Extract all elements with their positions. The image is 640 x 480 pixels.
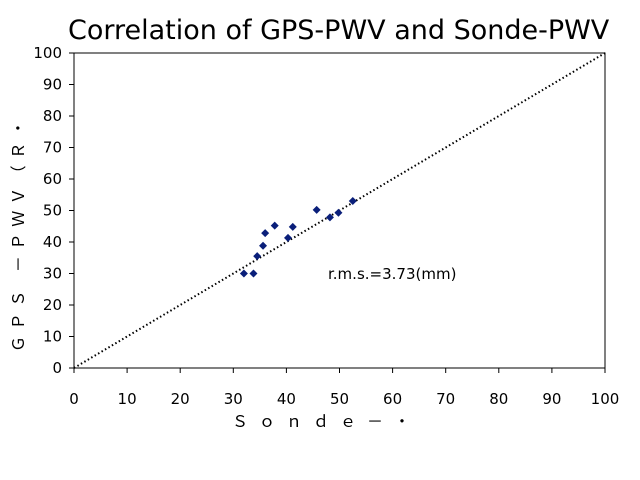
x-tick-label: 70 — [436, 390, 455, 408]
y-tick-label: 90 — [43, 76, 62, 94]
scatter-points — [239, 197, 357, 278]
x-tick-label: 80 — [489, 390, 508, 408]
y-tick-label: 70 — [43, 139, 62, 157]
x-tick-label: 30 — [224, 390, 243, 408]
rms-annotation: r.m.s.=3.73(mm) — [328, 265, 456, 283]
data-point — [325, 213, 334, 222]
y-tick-label: 50 — [43, 202, 62, 220]
x-tick-label: 90 — [542, 390, 561, 408]
chart-title: Correlation of GPS-PWV and Sonde-PWV — [68, 15, 610, 46]
data-point — [249, 269, 258, 278]
y-tick-label: 80 — [43, 107, 62, 125]
data-point — [253, 252, 262, 261]
y-tick-label: 30 — [43, 265, 62, 283]
y-tick-label: 10 — [43, 328, 62, 346]
y-tick-label: 100 — [33, 44, 62, 62]
data-point — [288, 222, 297, 231]
data-point — [312, 205, 321, 214]
data-point — [334, 208, 343, 217]
data-point — [348, 197, 357, 206]
y-tick-label: 40 — [43, 233, 62, 251]
data-point — [283, 233, 292, 242]
x-tick-label: 0 — [69, 390, 79, 408]
x-axis-ticks: 0 10 20 30 40 50 60 70 80 90 100 — [69, 368, 619, 408]
y-tick-label: 60 — [43, 170, 62, 188]
y-tick-label: 20 — [43, 296, 62, 314]
y-axis-label: ＧＰＳ －ＰＷＶ（Ｒ・ — [9, 120, 28, 352]
y-tick-label: 0 — [52, 359, 62, 377]
y-axis-ticks: 0 10 20 30 40 50 60 70 80 90 100 — [33, 44, 74, 377]
data-point — [270, 221, 279, 230]
x-tick-label: 10 — [118, 390, 137, 408]
x-tick-label: 40 — [277, 390, 296, 408]
x-tick-label: 60 — [383, 390, 402, 408]
x-tick-label: 100 — [591, 390, 620, 408]
x-tick-label: 20 — [171, 390, 190, 408]
data-point — [261, 229, 270, 238]
x-tick-label: 50 — [330, 390, 349, 408]
data-point — [259, 241, 268, 250]
data-point — [239, 269, 248, 278]
x-axis-label: Ｓｏｎｄｅ－・ — [232, 412, 410, 431]
